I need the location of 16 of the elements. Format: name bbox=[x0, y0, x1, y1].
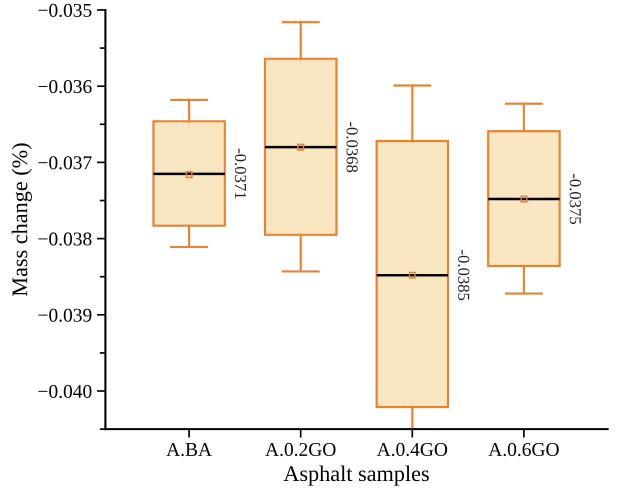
y-tick-label: −0.040 bbox=[38, 384, 92, 398]
y-tick-label: −0.039 bbox=[38, 308, 92, 322]
x-axis-title: Asphalt samples bbox=[284, 466, 429, 486]
y-tick-label: −0.038 bbox=[38, 232, 92, 246]
x-tick-label: A.0.4GO bbox=[376, 442, 448, 456]
x-tick-label: A.0.6GO bbox=[488, 442, 559, 456]
y-tick-label: −0.035 bbox=[38, 4, 92, 18]
x-tick-label: A.0.2GO bbox=[265, 442, 336, 456]
y-axis-title: Mass change (%) bbox=[12, 143, 32, 296]
y-tick-label: −0.036 bbox=[38, 80, 92, 94]
annotation: -0.0368 bbox=[346, 122, 358, 172]
annotation: -0.0375 bbox=[570, 174, 581, 224]
y-tick-label: −0.037 bbox=[38, 156, 92, 170]
annotation: -0.0385 bbox=[458, 250, 470, 300]
x-tick-label: A.BA bbox=[166, 442, 212, 456]
annotation: -0.0371 bbox=[234, 148, 246, 199]
